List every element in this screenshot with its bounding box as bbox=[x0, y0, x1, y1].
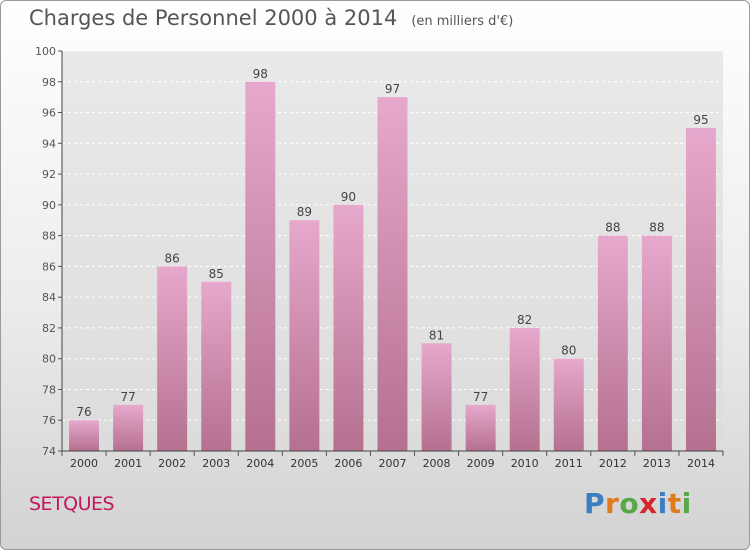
x-tick-label: 2014 bbox=[687, 457, 715, 470]
x-tick-label: 2009 bbox=[467, 457, 495, 470]
x-tick-label: 2013 bbox=[643, 457, 671, 470]
bar-2007 bbox=[377, 97, 408, 452]
bar-2008 bbox=[421, 343, 452, 451]
bar-value-label: 89 bbox=[297, 205, 312, 219]
y-tick-label: 90 bbox=[42, 199, 56, 212]
bar-2002 bbox=[157, 266, 188, 451]
y-tick-label: 94 bbox=[42, 137, 56, 150]
logo-letter: x bbox=[639, 487, 658, 520]
logo-letter: i bbox=[681, 487, 692, 520]
bar-value-label: 76 bbox=[76, 405, 91, 419]
title-row: Charges de Personnel 2000 à 2014 (en mill… bbox=[29, 6, 513, 30]
bar-value-label: 77 bbox=[473, 390, 488, 404]
bar-2011 bbox=[553, 358, 584, 451]
bar-value-label: 77 bbox=[120, 390, 135, 404]
chart-subtitle: (en milliers d'€) bbox=[411, 14, 514, 29]
x-tick-label: 2005 bbox=[290, 457, 318, 470]
bar-2004 bbox=[245, 81, 276, 452]
bar-value-label: 88 bbox=[605, 221, 620, 235]
logo-letter: o bbox=[619, 487, 640, 520]
x-tick-label: 2011 bbox=[555, 457, 583, 470]
bar-2010 bbox=[509, 327, 540, 451]
bar-2000 bbox=[69, 420, 100, 451]
x-tick-label: 2001 bbox=[114, 457, 142, 470]
bar-value-label: 81 bbox=[429, 328, 444, 342]
bar-value-label: 90 bbox=[341, 190, 356, 204]
bar-value-label: 82 bbox=[517, 313, 532, 327]
bar-2013 bbox=[641, 235, 672, 451]
x-tick-label: 2010 bbox=[511, 457, 539, 470]
x-tick-label: 2000 bbox=[70, 457, 98, 470]
logo-letter: i bbox=[657, 487, 668, 520]
x-tick-label: 2007 bbox=[379, 457, 407, 470]
bar-2003 bbox=[201, 281, 232, 451]
bar-2009 bbox=[465, 404, 496, 451]
x-tick-label: 2006 bbox=[334, 457, 362, 470]
bar-2014 bbox=[685, 127, 716, 451]
y-tick-label: 86 bbox=[42, 260, 56, 273]
y-tick-label: 78 bbox=[42, 383, 56, 396]
y-tick-label: 92 bbox=[42, 168, 56, 181]
bar-value-label: 80 bbox=[561, 344, 576, 358]
bar-value-label: 85 bbox=[209, 267, 224, 281]
x-tick-label: 2008 bbox=[423, 457, 451, 470]
x-tick-label: 2003 bbox=[202, 457, 230, 470]
y-tick-label: 74 bbox=[42, 445, 56, 458]
bar-value-label: 88 bbox=[649, 221, 664, 235]
logo-letter: t bbox=[667, 487, 682, 520]
bar-value-label: 97 bbox=[385, 82, 400, 96]
logo-letter: P bbox=[584, 487, 606, 520]
y-tick-label: 76 bbox=[42, 414, 56, 427]
y-tick-label: 88 bbox=[42, 230, 56, 243]
y-tick-label: 80 bbox=[42, 353, 56, 366]
chart-title: Charges de Personnel 2000 à 2014 bbox=[29, 6, 398, 30]
x-tick-label: 2004 bbox=[246, 457, 274, 470]
bar-2001 bbox=[113, 404, 144, 451]
y-tick-label: 98 bbox=[42, 76, 56, 89]
proxiti-logo[interactable]: Proxiti bbox=[584, 487, 692, 520]
x-tick-label: 2012 bbox=[599, 457, 627, 470]
bar-2012 bbox=[597, 235, 628, 451]
logo-letter: r bbox=[605, 487, 620, 520]
x-tick-label: 2002 bbox=[158, 457, 186, 470]
y-tick-label: 96 bbox=[42, 107, 56, 120]
bar-value-label: 95 bbox=[693, 113, 708, 127]
bar-value-label: 86 bbox=[165, 251, 180, 265]
bar-2006 bbox=[333, 204, 364, 451]
commune-name: SETQUES bbox=[29, 493, 115, 515]
bar-value-label: 98 bbox=[253, 67, 268, 81]
y-tick-label: 84 bbox=[42, 291, 56, 304]
y-tick-label: 100 bbox=[35, 45, 56, 58]
y-tick-label: 82 bbox=[42, 322, 56, 335]
bar-2005 bbox=[289, 220, 320, 451]
